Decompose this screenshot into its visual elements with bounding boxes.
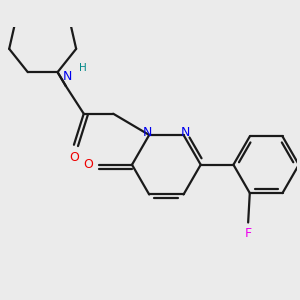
Text: N: N [63,70,72,83]
Text: F: F [244,227,252,241]
Text: N: N [181,126,190,139]
Text: O: O [69,151,79,164]
Text: H: H [79,63,87,73]
Text: N: N [143,126,152,139]
Text: O: O [83,158,93,171]
